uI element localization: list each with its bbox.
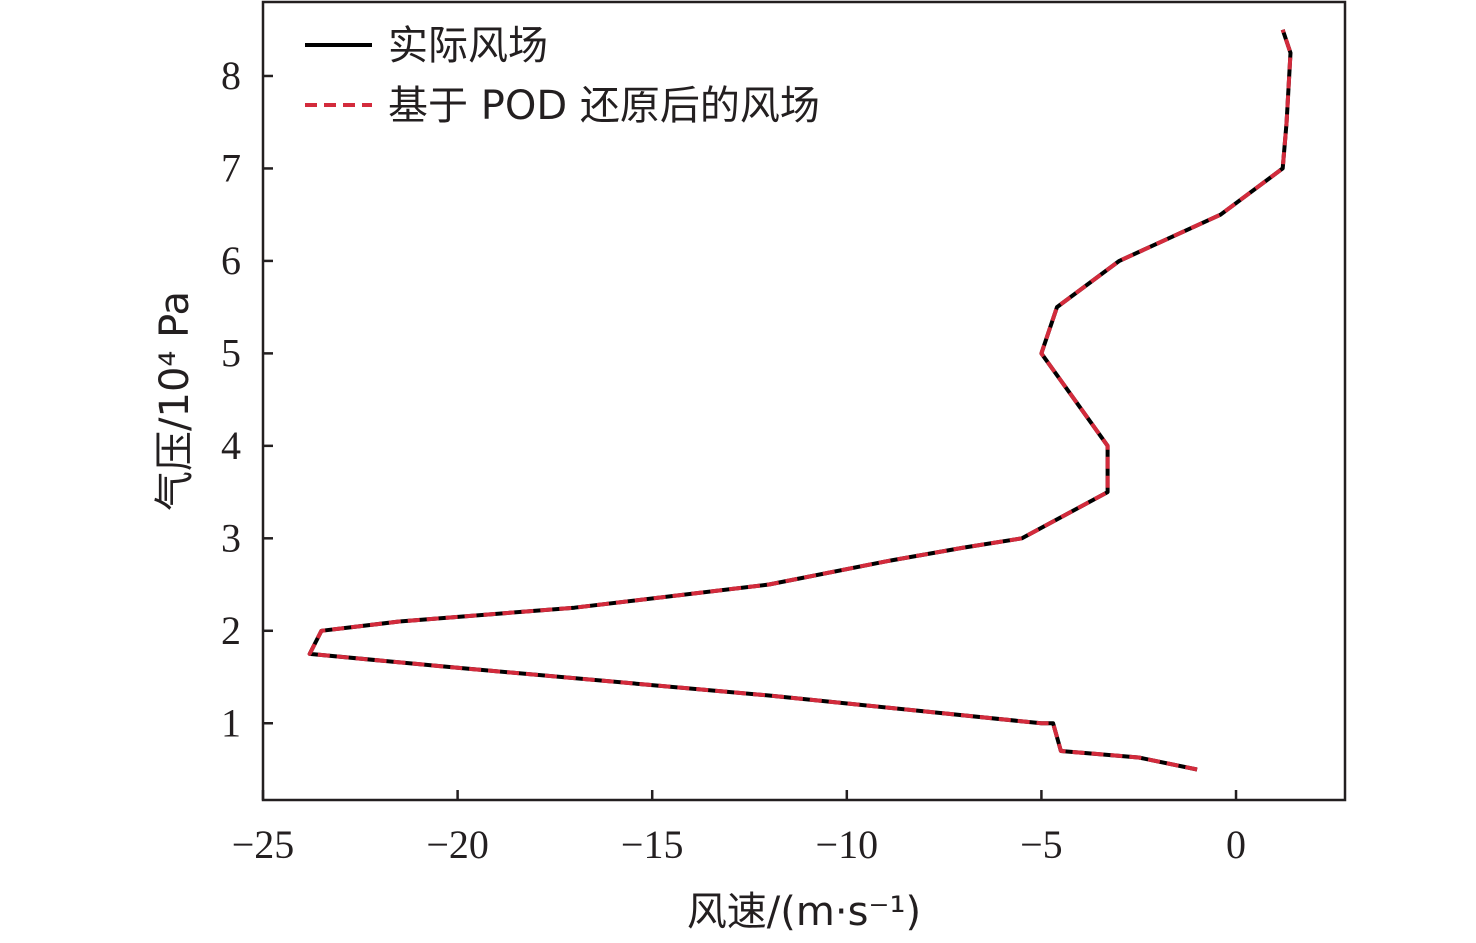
y-tick-label: 4	[221, 423, 241, 468]
y-tick-label: 6	[221, 238, 241, 283]
x-tick-label: −15	[621, 822, 684, 867]
y-tick-label: 2	[221, 608, 241, 653]
x-tick-label: −5	[1020, 822, 1063, 867]
x-tick-label: −20	[426, 822, 489, 867]
y-tick-label: 8	[221, 53, 241, 98]
y-tick-label: 1	[221, 700, 241, 745]
y-tick-label: 3	[221, 515, 241, 560]
x-axis-title: 风速/(m·s⁻¹)	[687, 889, 921, 935]
y-tick-label: 7	[221, 145, 241, 190]
x-tick-label: −25	[232, 822, 295, 867]
y-tick-label: 5	[221, 330, 241, 375]
y-axis: 1 2 3 4 5 6 7 8	[221, 53, 273, 745]
y-axis-title: 气压/10⁴ Pa	[152, 291, 198, 511]
x-tick-label: 0	[1226, 822, 1246, 867]
legend-label-pod: 基于 POD 还原后的风场	[388, 83, 820, 129]
legend: 实际风场 基于 POD 还原后的风场	[305, 23, 820, 129]
x-axis: −25 −20 −15 −10 −5 0	[232, 790, 1246, 867]
series-line-actual	[307, 29, 1293, 772]
series-line-pod	[307, 29, 1293, 772]
plot-frame	[261, 0, 1347, 802]
series-layer	[307, 29, 1293, 772]
x-tick-label: −10	[816, 822, 879, 867]
legend-label-actual: 实际风场	[388, 23, 548, 69]
